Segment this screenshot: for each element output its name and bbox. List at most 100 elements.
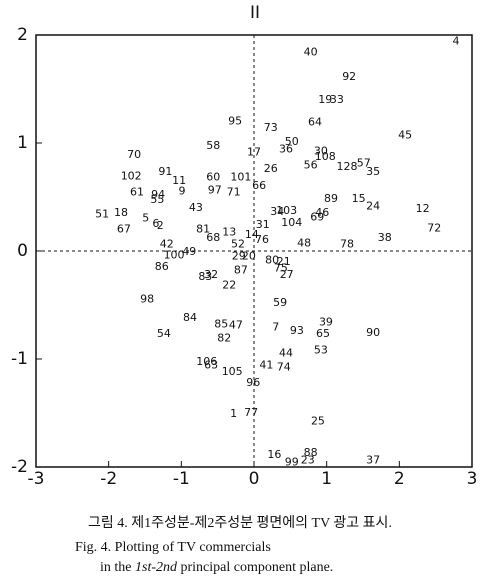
point-label: 83: [198, 270, 212, 283]
point-label: 40: [304, 45, 318, 58]
point-label: 4: [453, 34, 460, 47]
point-label: 13: [222, 226, 236, 239]
point-label: 92: [342, 70, 356, 83]
point-label: 1: [230, 407, 237, 420]
point-label: 56: [304, 159, 318, 172]
point-label: 80: [265, 254, 279, 267]
point-label: 21: [277, 255, 291, 268]
point-label: 38: [378, 231, 392, 244]
y-tick-label: -1: [11, 349, 28, 369]
point-label: 37: [366, 454, 380, 467]
x-tick-label: -3: [28, 469, 45, 489]
point-label: 24: [366, 200, 380, 213]
point-label: 51: [95, 207, 109, 220]
point-label: 87: [234, 263, 248, 276]
chart-title: II: [250, 3, 260, 23]
point-label: 91: [158, 165, 172, 178]
y-tick-label: 1: [17, 133, 28, 153]
point-label: 90: [366, 326, 380, 339]
point-label: 74: [277, 361, 291, 374]
point-label: 58: [206, 139, 220, 152]
point-label: 76: [255, 233, 269, 246]
point-label: 14: [245, 228, 259, 241]
point-label: 23: [301, 454, 315, 467]
point-label: 82: [217, 331, 231, 344]
point-label: 101: [230, 171, 251, 184]
point-label: 69: [310, 211, 324, 224]
point-label: 11: [172, 174, 186, 187]
point-label: 68: [206, 231, 220, 244]
point-label: 50: [285, 135, 299, 148]
point-label: 19: [318, 93, 332, 106]
point-label: 85: [214, 317, 228, 330]
point-label: 9: [179, 185, 186, 198]
point-label: 61: [130, 186, 144, 199]
point-label: 6: [152, 217, 159, 230]
point-label: 95: [228, 114, 242, 127]
point-label: 86: [155, 260, 169, 273]
caption-part: principal component plane.: [177, 560, 333, 575]
point-label: 27: [280, 268, 294, 281]
point-label: 20: [242, 249, 256, 262]
caption-english: in the 1st-2nd principal component plane…: [100, 560, 333, 575]
point-label: 48: [297, 236, 311, 249]
point-label: 99: [285, 456, 299, 469]
point-label: 30: [314, 145, 328, 158]
point-label: 73: [264, 121, 278, 134]
point-label: 7: [272, 321, 279, 334]
x-tick-label: 3: [467, 469, 478, 489]
point-label: 47: [229, 319, 243, 332]
point-label: 66: [252, 179, 266, 192]
point-label: 84: [183, 311, 197, 324]
x-tick-label: 1: [321, 469, 332, 489]
point-label: 70: [127, 148, 141, 161]
point-label: 106: [196, 355, 217, 368]
x-tick-label: -2: [100, 469, 117, 489]
point-label: 97: [208, 184, 222, 197]
point-label: 78: [340, 238, 354, 251]
point-label: 103: [276, 204, 297, 217]
point-label: 105: [222, 365, 243, 378]
point-label: 89: [324, 192, 338, 205]
y-tick-label: -2: [11, 457, 28, 477]
point-label: 44: [279, 347, 293, 360]
point-label: 100: [164, 248, 185, 261]
caption-korean: 그림 4. 제1주성분-제2주성분 평면에의 TV 광고 표시.: [88, 515, 392, 531]
point-label: 35: [366, 165, 380, 178]
point-label: 32: [204, 268, 218, 281]
point-label: 77: [244, 406, 258, 419]
point-label: 15: [352, 192, 366, 205]
point-label: 22: [222, 279, 236, 292]
point-label: 128: [337, 160, 358, 173]
point-label: 98: [140, 293, 154, 306]
point-label: 52: [231, 238, 245, 251]
point-label: 72: [427, 221, 441, 234]
point-label: 5: [142, 212, 149, 225]
point-label: 2: [157, 219, 164, 232]
caption-part: 1st-2nd: [135, 560, 178, 575]
y-tick-label: 0: [17, 241, 28, 261]
x-tick-label: -1: [173, 469, 190, 489]
point-label: 46: [315, 206, 329, 219]
point-label: 34: [270, 205, 284, 218]
point-label: 59: [273, 296, 287, 309]
point-label: 43: [189, 201, 203, 214]
point-label: 75: [274, 261, 288, 274]
point-label: 64: [308, 115, 322, 128]
point-label: 96: [246, 376, 260, 389]
point-label: 93: [290, 324, 304, 337]
point-label: 42: [160, 238, 174, 251]
point-label: 65: [316, 327, 330, 340]
point-label: 41: [259, 358, 273, 371]
caption-part: in the: [100, 560, 135, 575]
point-label: 16: [267, 448, 281, 461]
y-tick-label: 2: [17, 25, 28, 45]
point-label: 108: [315, 150, 336, 163]
point-label: 39: [319, 315, 333, 328]
point-label: 49: [182, 245, 196, 258]
point-label: 67: [117, 222, 131, 235]
point-label: 31: [256, 218, 270, 231]
x-tick-label: 2: [394, 469, 405, 489]
point-label: 29: [232, 249, 246, 262]
point-label: 94: [151, 188, 165, 201]
